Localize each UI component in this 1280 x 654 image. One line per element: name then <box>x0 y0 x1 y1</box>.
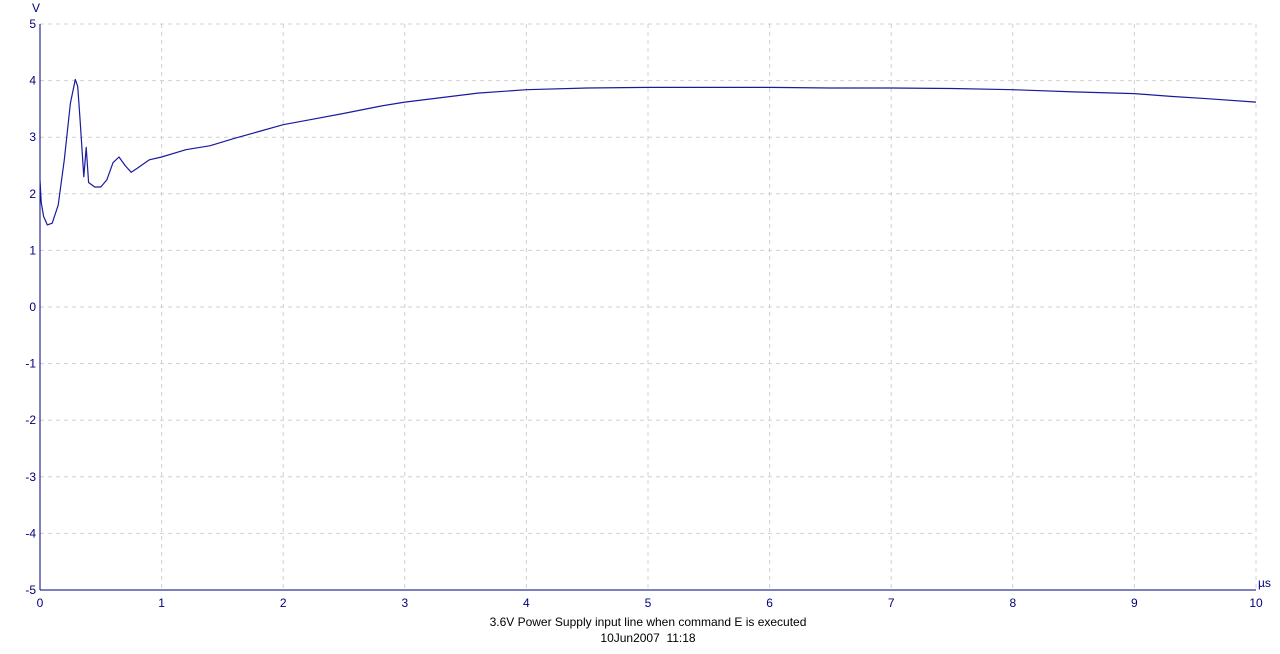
y-tick-label: -5 <box>25 583 36 597</box>
grid <box>40 23 1257 590</box>
x-tick-label: 6 <box>766 596 773 610</box>
x-tick-label: 3 <box>401 596 408 610</box>
y-tick-label: 5 <box>29 17 36 31</box>
y-tick-label: -2 <box>25 413 36 427</box>
x-tick-label: 0 <box>37 596 44 610</box>
x-tick-label: 5 <box>645 596 652 610</box>
y-tick-label: 0 <box>29 300 36 314</box>
x-tick-label: 7 <box>888 596 895 610</box>
y-tick-label: 3 <box>29 130 36 144</box>
voltage-trace <box>39 78 1257 226</box>
x-tick-label: 9 <box>1131 596 1138 610</box>
x-tick-label: 8 <box>1009 596 1016 610</box>
y-tick-label: 2 <box>29 187 36 201</box>
y-tick-label: 1 <box>29 243 36 257</box>
y-tick-label: 4 <box>29 74 36 88</box>
axes <box>39 24 1256 591</box>
x-tick-label: 4 <box>523 596 530 610</box>
y-tick-label: -4 <box>25 526 36 540</box>
y-tick-labels: 5 4 3 2 1 0 -1 -2 -3 -4 -5 <box>25 17 36 597</box>
x-tick-labels: 0 1 2 3 4 5 6 7 8 9 10 <box>37 596 1263 610</box>
x-tick-label: 1 <box>158 596 165 610</box>
y-tick-label: -3 <box>25 470 36 484</box>
y-unit-label: V <box>32 1 40 15</box>
series <box>39 78 1257 226</box>
x-tick-label: 10 <box>1249 596 1263 610</box>
x-unit-label: µs <box>1258 576 1271 590</box>
y-tick-label: -1 <box>25 357 36 371</box>
chart-title: 3.6V Power Supply input line when comman… <box>489 615 807 629</box>
x-tick-label: 2 <box>280 596 287 610</box>
capture-timestamp: 10Jun2007 11:18 <box>600 631 696 645</box>
